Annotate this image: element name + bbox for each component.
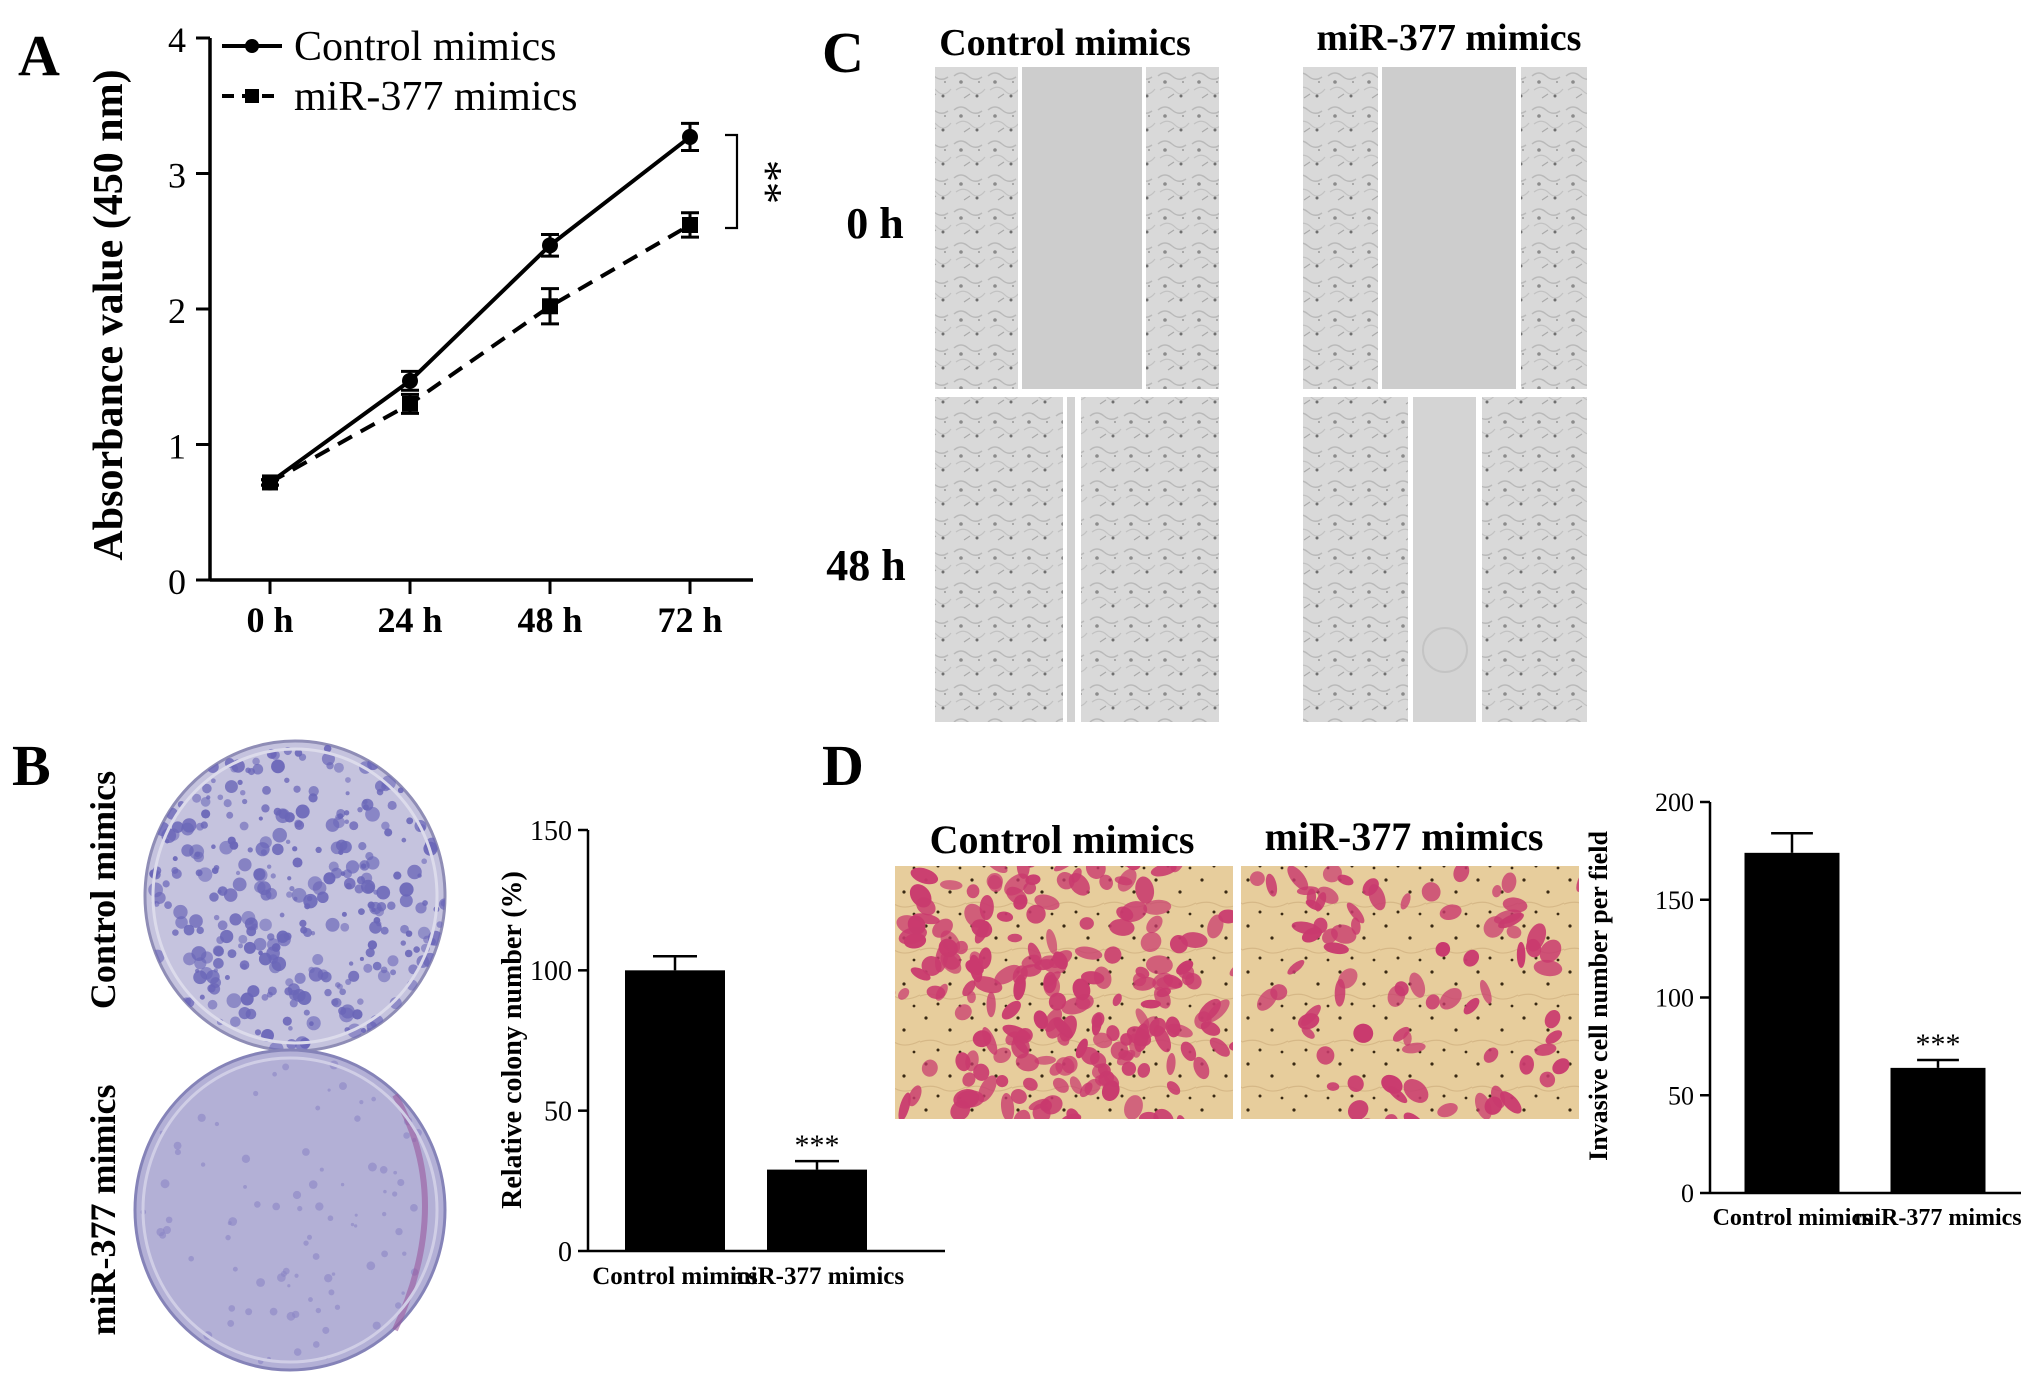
significance-bracket (725, 133, 739, 230)
invasion-label-mir377: miR-377 mimics (1265, 814, 1544, 859)
legend-label-mir377: miR-377 mimics (294, 74, 578, 120)
bar-control (1744, 852, 1840, 1193)
panel-d-invasion-images: Control mimics miR-377 mimics (895, 814, 1579, 1119)
panel-c-row-label-0h: 0 h (846, 199, 903, 248)
chartB-category-label: Control mimics (592, 1263, 758, 1290)
chartB-y-tick-label: 100 (530, 956, 572, 987)
data-point-mir377 (681, 211, 699, 239)
chart-a-y-tick-label: 0 (168, 562, 186, 602)
chartB-y-tick-label: 150 (530, 816, 572, 847)
chart-a-series (261, 121, 699, 491)
scratch-image-control-48h (935, 397, 1219, 722)
chart-d-y-ticks: 0 50 100 150 200 (1655, 788, 1710, 1208)
bar-mir377 (1890, 1067, 1986, 1193)
chart-a-x-ticks: 0 h 24 h 48 h 72 h (246, 580, 723, 640)
panel-label-a: A (18, 23, 60, 88)
panel-c-row-label-48h: 48 h (826, 541, 905, 590)
chartD-y-tick-label: 100 (1655, 984, 1694, 1013)
chart-a-x-tick-label: 0 h (246, 600, 293, 640)
panel-label-b: B (12, 733, 51, 798)
chartD-y-tick-label: 50 (1668, 1081, 1694, 1110)
chartD-y-tick-label: 200 (1655, 788, 1694, 817)
panel-label-c: C (822, 20, 864, 85)
panel-b-colony-plates: Control mimics miR-377 mimics (83, 739, 447, 1372)
data-point-mir377 (261, 474, 279, 491)
chartD-category-label: Control mimics (1713, 1205, 1872, 1231)
chart-a-x-tick-label: 24 h (377, 600, 442, 640)
chart-a-y-tick-label: 1 (168, 427, 186, 467)
data-point-mir377 (401, 392, 419, 415)
chart-b-y-axis-label: Relative colony number (%) (497, 871, 528, 1209)
scratch-image-mir377-48h (1303, 397, 1587, 722)
chart-d-y-axis-label: Invasive cell number per field (1584, 831, 1613, 1161)
chart-a-y-tick-label: 3 (168, 156, 186, 196)
scratch-image-control-0h (935, 67, 1219, 389)
significance-marker: *** (795, 1129, 840, 1162)
chart-b-y-ticks: 0 50 100 150 (530, 816, 588, 1268)
data-point-control (681, 121, 699, 152)
chartB-y-tick-label: 0 (558, 1237, 572, 1268)
invasion-image-control (895, 866, 1233, 1119)
chart-d-bars: *** (1744, 832, 1986, 1193)
legend-item-control: Control mimics (222, 24, 557, 70)
data-point-control (401, 369, 419, 392)
bar-control (625, 970, 725, 1251)
legend-item-mir377: miR-377 mimics (222, 74, 578, 120)
significance-marker: *** (1916, 1028, 1961, 1061)
series-line-mir377 (269, 223, 692, 485)
line-chart-a: 0 1 2 3 4 0 h 24 h 48 h 72 h Absorbance value (… (86, 20, 791, 640)
invasion-image-mir377 (1241, 866, 1579, 1119)
legend-label-control: Control mimics (294, 24, 557, 70)
colony-plate-control (143, 739, 447, 1053)
scratch-image-mir377-0h (1303, 67, 1587, 389)
chart-a-y-tick-label: 2 (168, 291, 186, 331)
significance-marker: ** (742, 160, 791, 204)
plate-label-control: Control mimics (83, 771, 123, 1009)
chartB-y-tick-label: 50 (544, 1096, 572, 1127)
data-point-control (541, 232, 559, 258)
chartD-y-tick-label: 150 (1655, 886, 1694, 915)
series-line-control (268, 135, 692, 485)
chart-a-legend: Control mimics miR-377 mimics (222, 24, 578, 120)
panel-label-d: D (822, 733, 864, 798)
chart-a-x-tick-label: 48 h (517, 600, 582, 640)
chartD-y-tick-label: 0 (1681, 1179, 1694, 1208)
panel-c-wound-healing: Control mimics miR-377 mimics 0 h 48 h (826, 17, 1587, 722)
chart-b-bars: *** (625, 955, 867, 1251)
plate-label-mir377: miR-377 mimics (83, 1085, 123, 1336)
colony-plate-mir377 (133, 1048, 447, 1372)
panel-c-col-label-control: Control mimics (939, 22, 1191, 64)
chart-a-y-axis-label: Absorbance value (450 nm) (86, 69, 132, 560)
invasion-label-control: Control mimics (930, 817, 1195, 862)
panel-c-col-label-mir377: miR-377 mimics (1317, 17, 1582, 59)
chartB-category-label: miR-377 mimics (730, 1263, 905, 1290)
chart-a-y-ticks: 0 1 2 3 4 (168, 20, 210, 602)
bar-mir377 (767, 1169, 867, 1251)
data-point-mir377 (541, 287, 559, 326)
chart-a-y-tick-label: 4 (168, 20, 186, 60)
chart-a-x-tick-label: 72 h (657, 600, 722, 640)
chartD-category-label: miR-377 mimics (1854, 1205, 2021, 1231)
